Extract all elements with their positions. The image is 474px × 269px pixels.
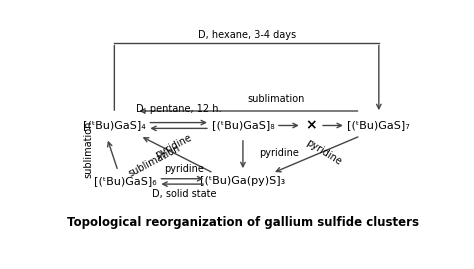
Text: [(ᵗBu)GaS]₇: [(ᵗBu)GaS]₇ [347, 121, 410, 130]
Text: D, solid state: D, solid state [152, 189, 217, 199]
Text: ×: × [305, 118, 317, 133]
Text: pyridine: pyridine [153, 132, 193, 160]
Text: [(ᵗBu)GaS]₈: [(ᵗBu)GaS]₈ [211, 121, 274, 130]
Text: [(ᵗBu)GaS]₆: [(ᵗBu)GaS]₆ [94, 176, 157, 186]
Text: D, pentane, 12 h.: D, pentane, 12 h. [136, 104, 221, 114]
Text: D, hexane, 3-4 days: D, hexane, 3-4 days [198, 30, 296, 40]
Text: sublimation: sublimation [247, 94, 305, 104]
Text: pyridine: pyridine [259, 148, 299, 158]
Text: pyridine: pyridine [164, 164, 204, 174]
Text: pyridine: pyridine [304, 138, 343, 167]
Text: sublimation: sublimation [127, 143, 182, 179]
Text: sublimation: sublimation [83, 121, 94, 178]
Text: [(ᵗBu)GaS]₄: [(ᵗBu)GaS]₄ [83, 121, 146, 130]
Text: [(ᵗBu)Ga(py)S]₃: [(ᵗBu)Ga(py)S]₃ [201, 176, 285, 186]
Text: Topological reorganization of gallium sulfide clusters: Topological reorganization of gallium su… [67, 216, 419, 229]
